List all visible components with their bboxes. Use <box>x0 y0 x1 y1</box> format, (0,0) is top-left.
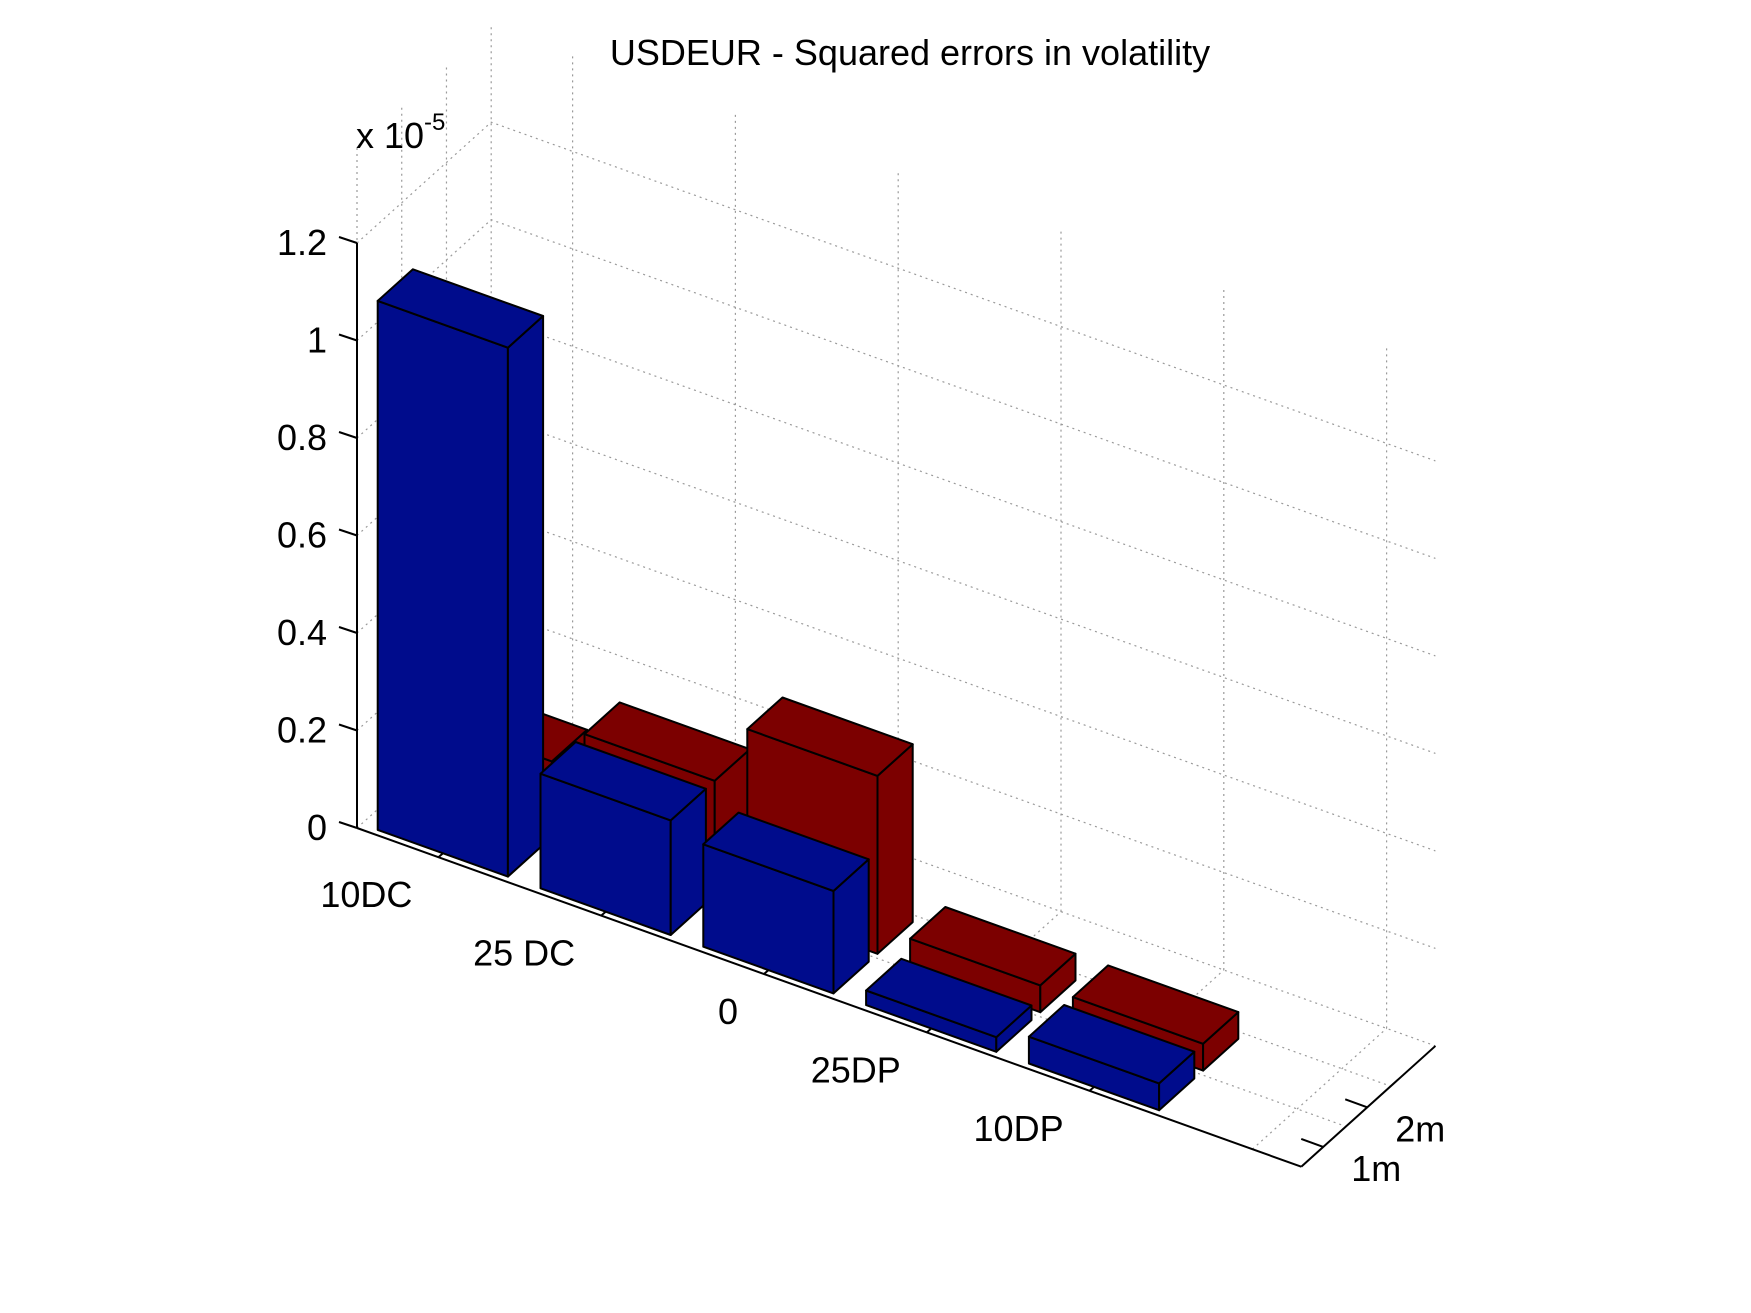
bar-top-face <box>376 268 545 349</box>
z-tick-mark <box>338 723 358 732</box>
z-tick-mark <box>338 626 358 634</box>
bar-1m-10dp <box>1027 1004 1196 1112</box>
z-tick-mark <box>338 431 358 439</box>
x-axis-line <box>356 827 1302 1168</box>
y-tick-label: 2m <box>1395 1108 1445 1149</box>
scale-exponent-label: x 10-5 <box>356 109 445 156</box>
bar-front-face <box>376 299 509 878</box>
bar-1m-25dp <box>865 957 1033 1053</box>
z-tick-label: 1.2 <box>277 222 327 263</box>
bar-top-face <box>865 957 1033 1039</box>
bar-top-face <box>539 741 707 822</box>
z-tick-mark <box>338 528 358 537</box>
bars <box>376 268 1240 1112</box>
x-tick-label: 10DP <box>974 1108 1064 1149</box>
y-tick-label: 1m <box>1351 1148 1401 1189</box>
chart-title: USDEUR - Squared errors in volatility <box>610 32 1210 73</box>
z-tick-label: 0.8 <box>277 417 327 458</box>
bar-side-face <box>876 743 914 955</box>
y-tick-mark <box>1344 1098 1368 1109</box>
z-tick-label: 0.4 <box>277 612 327 653</box>
z-tick-mark <box>338 821 358 829</box>
z-tick-label: 1 <box>307 320 327 361</box>
x-tick-label: 0 <box>718 991 738 1032</box>
z-grid-line <box>356 121 1436 462</box>
bar-2m-25dp <box>909 906 1077 1014</box>
bar-top-face <box>702 811 870 892</box>
bar-1m-0 <box>702 811 870 995</box>
bar-top-face <box>1071 964 1240 1045</box>
bar-top-face <box>1027 1004 1196 1085</box>
z-tick-mark <box>338 333 358 342</box>
z-tick-label: 0.2 <box>277 710 327 751</box>
x-tick-label: 10DC <box>320 874 412 915</box>
bar-top-face <box>746 696 914 777</box>
x-tick-label: 25 DC <box>473 933 575 974</box>
floor-grid-line <box>1251 1027 1388 1150</box>
z-tick-mark <box>338 236 358 244</box>
bar-top-face <box>909 906 1077 987</box>
z-tick-label: 0.6 <box>277 515 327 556</box>
x-tick-label: 25DP <box>811 1049 901 1090</box>
bar-1m-10dc <box>376 268 545 878</box>
y-tick-mark <box>1300 1137 1324 1148</box>
z-tick-label: 0 <box>307 807 327 848</box>
y-axis-line <box>1300 1045 1437 1168</box>
bar-side-face <box>506 315 545 878</box>
bar-1m-25dc <box>539 741 707 936</box>
